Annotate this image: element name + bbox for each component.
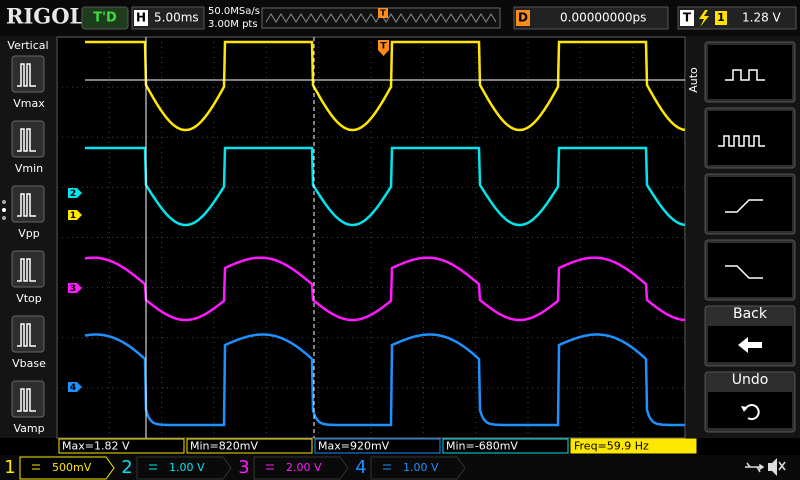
channel-number[interactable]: 2: [121, 457, 132, 478]
menu-item-label: Vamp: [13, 422, 44, 435]
menu-item-label: Vbase: [12, 357, 46, 370]
waveform: [85, 40, 686, 132]
menu-icon: [17, 193, 36, 217]
waveform: [85, 146, 686, 227]
menu-icon: [17, 258, 36, 282]
measurement-box: [58, 438, 185, 454]
channel-active: [19, 456, 115, 480]
trigger-marker: T: [380, 42, 387, 52]
channel-marker-label: 3: [70, 284, 76, 294]
timebase-label: H: [136, 11, 146, 25]
button-icon: [725, 199, 763, 213]
trigger-source: 1: [717, 11, 725, 24]
channel-tab: [136, 456, 232, 480]
menu-button[interactable]: [11, 250, 45, 288]
delay[interactable]: 0.00000000ps: [560, 11, 646, 25]
menu-item-label: Vtop: [16, 292, 42, 305]
logo: RIGOL: [6, 4, 85, 29]
menu-item-label: Vmin: [15, 162, 43, 175]
trigger-position: T: [380, 9, 386, 18]
waveform: [84, 333, 685, 427]
menu-icon: [17, 388, 36, 412]
channel-marker: [68, 188, 82, 198]
button-icon: [725, 69, 765, 81]
coupling-icon: [149, 464, 157, 470]
sample-rate: 50.0MSa/s: [208, 6, 260, 17]
measurement-box: [442, 438, 569, 454]
menu-button[interactable]: [11, 380, 45, 418]
menu-title: Auto: [687, 67, 700, 93]
channel-tab: [253, 456, 349, 480]
coupling-icon: [32, 464, 40, 470]
menu-item-label: Vpp: [18, 227, 40, 240]
measurement: Min=-680mV: [446, 440, 518, 453]
button-icon: [718, 135, 765, 147]
run-status[interactable]: T'D: [93, 11, 117, 26]
waveform: [84, 256, 686, 322]
measurement: Min=820mV: [190, 440, 258, 453]
button-face: [708, 111, 792, 165]
channel-number[interactable]: 4: [355, 457, 366, 478]
back-button[interactable]: Back: [733, 306, 768, 322]
channel-marker: [68, 210, 82, 220]
coupling-icon: [266, 464, 274, 470]
measurement: Max=1.82 V: [62, 440, 130, 453]
channel-number[interactable]: 3: [238, 457, 249, 478]
menu-button[interactable]: [11, 55, 45, 93]
menu-button[interactable]: [11, 185, 45, 223]
channel-scale[interactable]: 1.00 V: [169, 461, 205, 474]
menu-button[interactable]: [11, 315, 45, 353]
menu-title: Vertical: [7, 39, 48, 52]
measurement-box: [186, 438, 313, 454]
menu-button[interactable]: [11, 120, 45, 158]
measurement: Freq=59.9 Hz: [574, 440, 649, 453]
memory-depth: 3.00M pts: [208, 19, 258, 30]
menu-icon: [17, 128, 36, 152]
undo-button[interactable]: Undo: [732, 372, 769, 388]
button-face: [708, 243, 792, 297]
menu-item-label: Vmax: [13, 97, 45, 110]
channel-scale[interactable]: 500mV: [52, 461, 92, 474]
channel-tab: [370, 456, 466, 480]
button-face: [708, 45, 792, 99]
channel-marker-label: 1: [70, 211, 76, 221]
button-icon: [725, 265, 763, 279]
channel-scale[interactable]: 2.00 V: [286, 461, 322, 474]
trigger-level[interactable]: 1.28 V: [742, 11, 782, 25]
menu-icon: [17, 323, 36, 347]
coupling-icon: [383, 464, 391, 470]
measurement-box: [314, 438, 441, 454]
channel-scale[interactable]: 1.00 V: [403, 461, 439, 474]
channel-marker: [68, 283, 82, 293]
trigger-label: T: [683, 11, 692, 25]
channel-marker-label: 2: [70, 189, 76, 199]
channel-marker-label: 4: [70, 383, 76, 393]
button-face: [708, 177, 792, 231]
channel-number[interactable]: 1: [4, 457, 15, 478]
measurement-box: [570, 438, 697, 454]
delay-label: D: [518, 11, 528, 25]
channel-marker: [68, 382, 82, 392]
timebase[interactable]: 5.00ms: [154, 11, 199, 25]
menu-icon: [17, 63, 36, 87]
measurement: Max=920mV: [318, 440, 390, 453]
